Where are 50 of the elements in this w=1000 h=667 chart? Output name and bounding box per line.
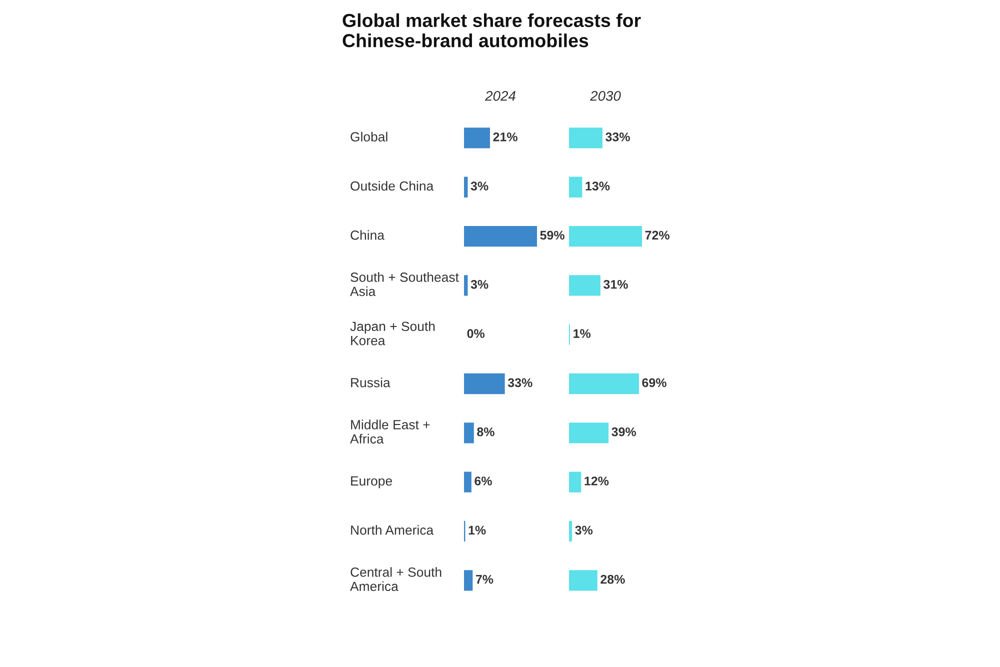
y-tick-label: Japan + South Korea <box>350 321 435 346</box>
data-label: 7% <box>476 574 494 584</box>
y-tick-label: South + Southeast Asia <box>350 272 459 296</box>
bar <box>464 373 505 394</box>
data-label: 8% <box>477 427 494 436</box>
data-label: 33% <box>508 378 532 388</box>
bar <box>569 275 600 296</box>
data-label: 1% <box>468 526 486 535</box>
data-label: 33% <box>606 132 630 142</box>
bar <box>464 422 474 444</box>
y-tick-label: North America <box>351 525 434 535</box>
data-label: 0% <box>467 329 485 338</box>
series-label: 2024 <box>484 90 516 101</box>
bar <box>464 226 537 247</box>
y-tick-label: Russia <box>351 378 390 388</box>
bar <box>569 176 582 198</box>
data-label: 1% <box>574 329 591 338</box>
y-tick-label: China <box>350 230 384 240</box>
data-label: 3% <box>575 526 593 535</box>
data-label: 31% <box>603 280 628 289</box>
data-label: 6% <box>474 476 492 486</box>
data-label: 3% <box>470 280 488 289</box>
data-label: 59% <box>540 230 564 240</box>
y-tick-label: Central + South America <box>350 567 442 592</box>
bar <box>569 570 598 591</box>
y-tick-label: Outside China <box>350 180 434 191</box>
bar <box>569 472 582 492</box>
chart-title: Global market share forecasts for Chinese-brand automobiles <box>342 13 641 48</box>
bar <box>569 520 572 542</box>
bar <box>464 275 468 296</box>
bar <box>569 226 642 247</box>
y-tick-label: Global <box>350 132 388 142</box>
data-label: 39% <box>612 427 636 436</box>
data-label: 12% <box>584 476 609 486</box>
bar <box>569 373 639 394</box>
data-label: 21% <box>493 132 518 142</box>
y-tick-label: Middle East + Africa <box>350 420 430 444</box>
bar <box>569 128 602 148</box>
bar <box>464 472 472 492</box>
y-tick-label: Europe <box>351 476 392 488</box>
bar <box>464 570 473 591</box>
data-label: 69% <box>642 378 666 388</box>
bar <box>464 128 490 148</box>
data-label: 28% <box>600 574 625 584</box>
data-label: 13% <box>586 182 610 190</box>
bar <box>569 422 609 444</box>
bar <box>464 176 468 198</box>
data-label: 72% <box>645 230 670 240</box>
series-label: 2030 <box>590 90 621 101</box>
data-label: 3% <box>470 182 488 190</box>
